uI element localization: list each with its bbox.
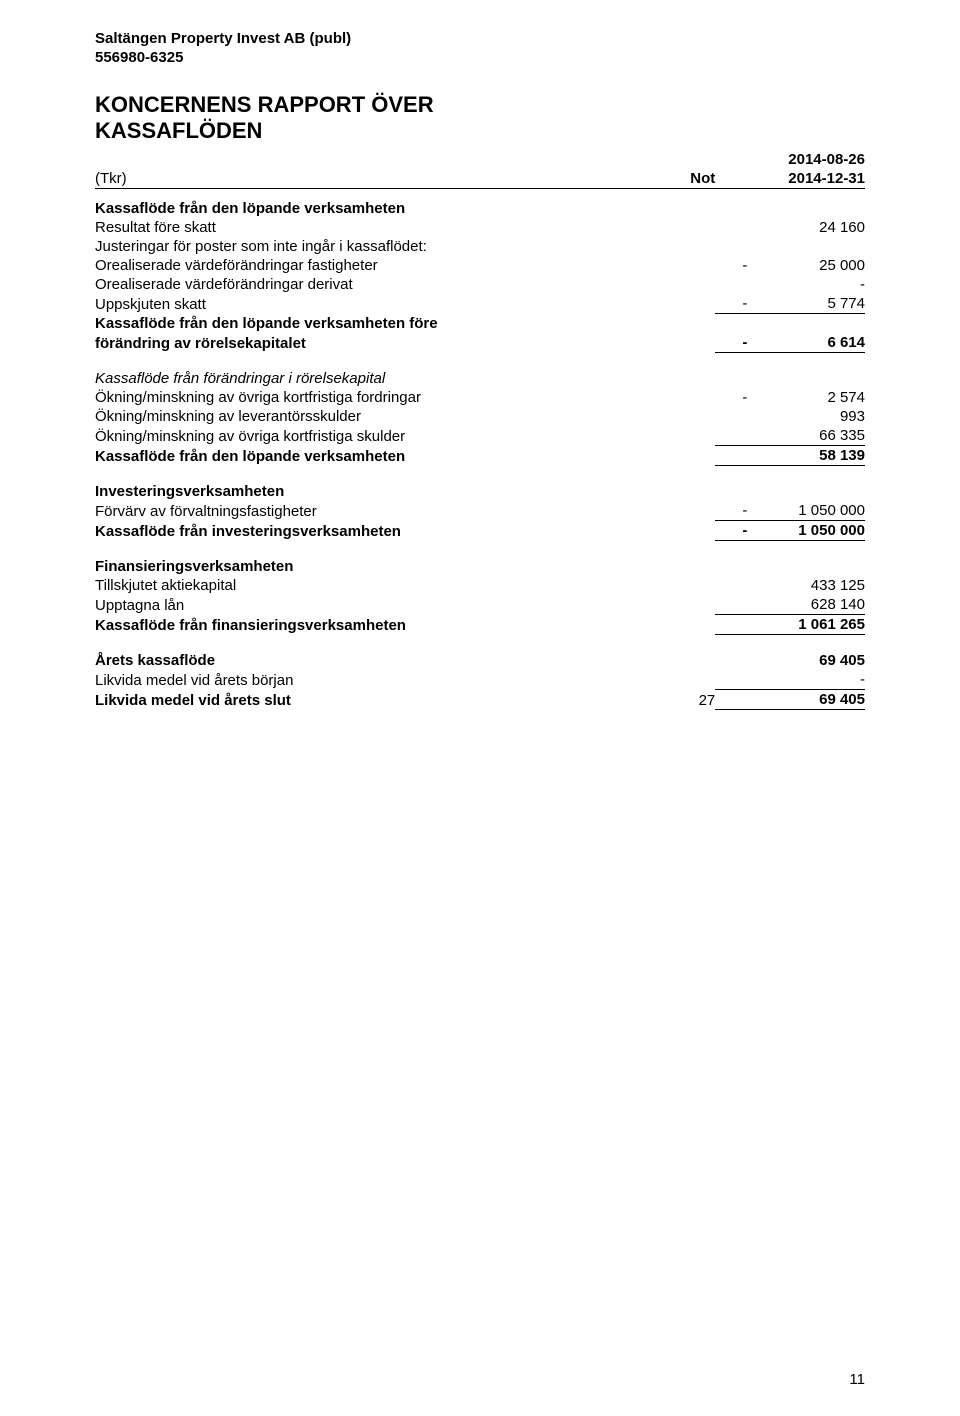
row-label: Ökning/minskning av övriga kortfristiga … — [95, 388, 651, 407]
table-row: Årets kassaflöde 69 405 — [95, 651, 865, 670]
row-sign: - — [715, 333, 747, 353]
table-header-row: (Tkr) Not 2014-12-31 — [95, 169, 865, 189]
company-name: Saltängen Property Invest AB (publ) — [95, 30, 865, 49]
row-sign — [715, 275, 747, 294]
row-sign: - — [715, 521, 747, 541]
row-label: Justeringar för poster som inte ingår i … — [95, 237, 865, 256]
row-label: Resultat före skatt — [95, 218, 651, 237]
row-sign — [715, 576, 747, 595]
row-sign — [715, 407, 747, 426]
row-value: 1 050 000 — [747, 501, 865, 521]
row-value: 433 125 — [747, 576, 865, 595]
row-value: 58 139 — [747, 446, 865, 466]
row-sign — [715, 426, 747, 446]
row-sign — [715, 595, 747, 615]
row-label: Kassaflöde från den löpande verksamheten — [95, 446, 651, 466]
row-label: Likvida medel vid årets slut — [95, 690, 651, 710]
row-sign: - — [715, 294, 747, 314]
row-sign — [715, 218, 747, 237]
row-value: 66 335 — [747, 426, 865, 446]
row-label: Orealiserade värdeförändringar fastighet… — [95, 256, 651, 275]
table-header-row: 2014-08-26 — [95, 150, 865, 169]
row-label: Uppskjuten skatt — [95, 294, 651, 314]
table-row: Förvärv av förvaltningsfastigheter - 1 0… — [95, 501, 865, 521]
row-sign — [715, 446, 747, 466]
table-row: Likvida medel vid årets början - — [95, 670, 865, 690]
table-row: Orealiserade värdeförändringar fastighet… — [95, 256, 865, 275]
row-value: - — [747, 275, 865, 294]
table-row: Justeringar för poster som inte ingår i … — [95, 237, 865, 256]
table-row: Kassaflöde från den löpande verksamheten… — [95, 314, 865, 334]
table-row: Kassaflöde från den löpande verksamheten… — [95, 446, 865, 466]
table-row: Likvida medel vid årets slut 27 69 405 — [95, 690, 865, 710]
row-value: 69 405 — [747, 651, 865, 670]
report-title: KONCERNENS RAPPORT ÖVER KASSAFLÖDEN — [95, 92, 865, 145]
row-sign: - — [715, 388, 747, 407]
table-row: Investeringsverksamheten — [95, 482, 865, 501]
page-number: 11 — [849, 1371, 865, 1388]
row-label: Upptagna lån — [95, 595, 651, 615]
row-label: Ökning/minskning av leverantörsskulder — [95, 407, 651, 426]
row-label: Tillskjutet aktiekapital — [95, 576, 651, 595]
table-row: Resultat före skatt 24 160 — [95, 218, 865, 237]
row-sign — [715, 670, 747, 690]
row-value: 1 050 000 — [747, 521, 865, 541]
table-row: Kassaflöde från finansieringsverksamhete… — [95, 615, 865, 635]
not-header: Not — [651, 169, 715, 189]
table-row: Upptagna lån 628 140 — [95, 595, 865, 615]
cashflow-table: 2014-08-26 (Tkr) Not 2014-12-31 Kassaflö… — [95, 150, 865, 710]
period-line1: 2014-08-26 — [747, 150, 865, 169]
table-row: Kassaflöde från den löpande verksamheten — [95, 199, 865, 218]
row-value: 25 000 — [747, 256, 865, 275]
section-heading: Finansieringsverksamheten — [95, 557, 865, 576]
section-heading: Investeringsverksamheten — [95, 482, 865, 501]
unit-label: (Tkr) — [95, 169, 651, 189]
title-line-1: KONCERNENS RAPPORT ÖVER — [95, 92, 865, 118]
row-label: Kassaflöde från den löpande verksamheten… — [95, 314, 865, 334]
row-value: 6 614 — [747, 333, 865, 353]
table-row: Kassaflöde från förändringar i rörelseka… — [95, 369, 865, 388]
row-value: - — [747, 670, 865, 690]
table-row: Kassaflöde från investeringsverksamheten… — [95, 521, 865, 541]
period-line2: 2014-12-31 — [747, 169, 865, 189]
row-label: Orealiserade värdeförändringar derivat — [95, 275, 651, 294]
table-row: Ökning/minskning av övriga kortfristiga … — [95, 426, 865, 446]
row-value: 24 160 — [747, 218, 865, 237]
table-row: Uppskjuten skatt - 5 774 — [95, 294, 865, 314]
row-label: Ökning/minskning av övriga kortfristiga … — [95, 426, 651, 446]
row-value: 5 774 — [747, 294, 865, 314]
row-sign: - — [715, 256, 747, 275]
table-row: förändring av rörelsekapitalet - 6 614 — [95, 333, 865, 353]
row-label: förändring av rörelsekapitalet — [95, 333, 651, 353]
table-row: Tillskjutet aktiekapital 433 125 — [95, 576, 865, 595]
table-row: Ökning/minskning av leverantörsskulder 9… — [95, 407, 865, 426]
row-value: 2 574 — [747, 388, 865, 407]
row-sign — [715, 690, 747, 710]
title-line-2: KASSAFLÖDEN — [95, 118, 865, 144]
table-row: Ökning/minskning av övriga kortfristiga … — [95, 388, 865, 407]
row-value: 628 140 — [747, 595, 865, 615]
row-value: 1 061 265 — [747, 615, 865, 635]
row-label: Kassaflöde från finansieringsverksamhete… — [95, 615, 651, 635]
table-row: Finansieringsverksamheten — [95, 557, 865, 576]
section-heading: Kassaflöde från förändringar i rörelseka… — [95, 369, 865, 388]
table-row: Orealiserade värdeförändringar derivat - — [95, 275, 865, 294]
row-label: Likvida medel vid årets början — [95, 670, 651, 690]
section-heading: Kassaflöde från den löpande verksamheten — [95, 199, 865, 218]
row-label: Årets kassaflöde — [95, 651, 651, 670]
row-label: Kassaflöde från investeringsverksamheten — [95, 521, 651, 541]
row-label: Förvärv av förvaltningsfastigheter — [95, 501, 651, 521]
document-page: Saltängen Property Invest AB (publ) 5569… — [0, 0, 960, 1416]
row-value: 993 — [747, 407, 865, 426]
row-sign: - — [715, 501, 747, 521]
row-sign — [715, 615, 747, 635]
row-value: 69 405 — [747, 690, 865, 710]
row-sign — [715, 651, 747, 670]
org-number: 556980-6325 — [95, 49, 865, 68]
row-not: 27 — [651, 690, 715, 710]
